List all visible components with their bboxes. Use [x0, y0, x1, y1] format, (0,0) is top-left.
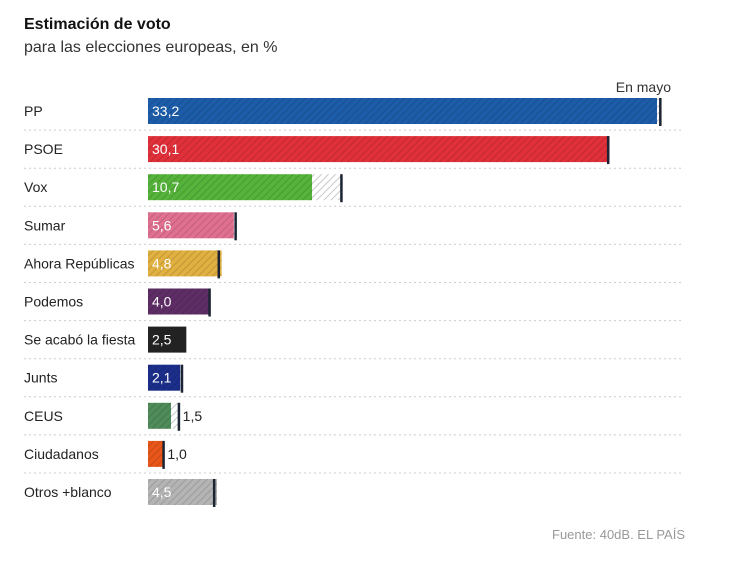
bar-row: CEUS 1,5	[24, 396, 683, 431]
bar-hatch	[148, 402, 171, 429]
category-label: Ahora Repúblicas	[24, 255, 135, 271]
en-mayo-marker	[659, 98, 662, 126]
category-label: Junts	[24, 370, 57, 386]
value-label: 5,6	[152, 217, 172, 233]
category-label: PP	[24, 103, 43, 119]
value-label: 2,5	[152, 332, 172, 348]
en-mayo-marker	[212, 479, 216, 507]
en-mayo-marker	[177, 402, 181, 431]
chart-title: Estimación de voto	[24, 16, 171, 33]
chart-subtitle: para las elecciones europeas, en %	[24, 39, 278, 56]
category-label: PSOE	[24, 141, 63, 157]
bar-hatch	[148, 250, 222, 277]
bar-row: Vox 10,7	[24, 167, 683, 203]
value-label: 33,2	[152, 103, 179, 119]
bar-hatch	[148, 136, 610, 163]
decline-segment	[657, 98, 661, 124]
decline-segment	[312, 174, 342, 201]
en-mayo-marker	[162, 440, 165, 469]
category-label: Vox	[24, 179, 47, 195]
bar-row: PSOE 30,1	[24, 129, 683, 165]
value-label: 4,8	[152, 255, 172, 271]
category-label: Se acabó la fiesta	[24, 332, 136, 348]
value-label: 4,5	[152, 484, 172, 500]
bar-hatch	[148, 479, 217, 505]
en-mayo-label: En mayo	[616, 79, 671, 95]
bar-hatch	[148, 364, 181, 391]
en-mayo-marker	[217, 250, 221, 279]
bar-hatch	[148, 98, 657, 124]
en-mayo-marker	[180, 364, 184, 393]
bar-hatch	[148, 440, 164, 467]
en-mayo-marker	[340, 174, 343, 203]
en-mayo-marker	[208, 288, 211, 317]
value-label: 4,0	[152, 294, 172, 310]
bar-row: Otros +blanco 4,5	[24, 472, 683, 507]
bar-hatch	[148, 174, 313, 201]
value-label: 10,7	[152, 179, 179, 195]
category-label: Sumar	[24, 217, 66, 233]
bar	[148, 326, 187, 353]
value-label: 2,1	[152, 370, 172, 386]
value-label: 1,5	[183, 408, 203, 424]
value-label: 1,0	[167, 446, 187, 462]
source-note: Fuente: 40dB. EL PAÍS	[552, 527, 685, 542]
bar-hatch	[148, 212, 234, 239]
category-label: CEUS	[24, 408, 63, 424]
bar-row: Sumar 5,6	[24, 205, 683, 241]
decline-segment	[170, 402, 179, 429]
bar-row: Ahora Repúblicas 4,8	[24, 243, 683, 279]
category-label: Ciudadanos	[24, 446, 99, 462]
bar-row: Se acabó la fiesta 2,5	[24, 320, 683, 353]
bar-row: Podemos 4,0	[24, 282, 683, 317]
bar-row: Junts 2,1	[24, 358, 683, 393]
en-mayo-marker	[234, 212, 237, 241]
value-label: 30,1	[152, 141, 179, 157]
en-mayo-marker	[606, 136, 610, 165]
category-label: Podemos	[24, 294, 83, 310]
bar-hatch	[148, 288, 210, 315]
bar-row: Ciudadanos 1,0	[24, 434, 683, 469]
bar-row: PP 33,2	[24, 98, 662, 126]
category-label: Otros +blanco	[24, 484, 112, 500]
